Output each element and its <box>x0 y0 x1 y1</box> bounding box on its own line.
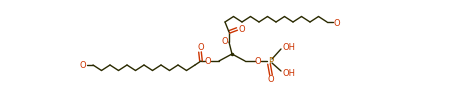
Text: O: O <box>80 61 86 70</box>
Text: OH: OH <box>283 43 295 52</box>
Text: O: O <box>268 75 274 84</box>
Text: O: O <box>333 18 341 27</box>
Text: O: O <box>205 57 211 66</box>
Text: OH: OH <box>283 69 295 78</box>
Text: O: O <box>255 57 261 66</box>
Text: O: O <box>239 24 245 33</box>
Text: P: P <box>268 57 274 66</box>
Text: O: O <box>222 36 228 45</box>
Text: O: O <box>198 43 204 52</box>
